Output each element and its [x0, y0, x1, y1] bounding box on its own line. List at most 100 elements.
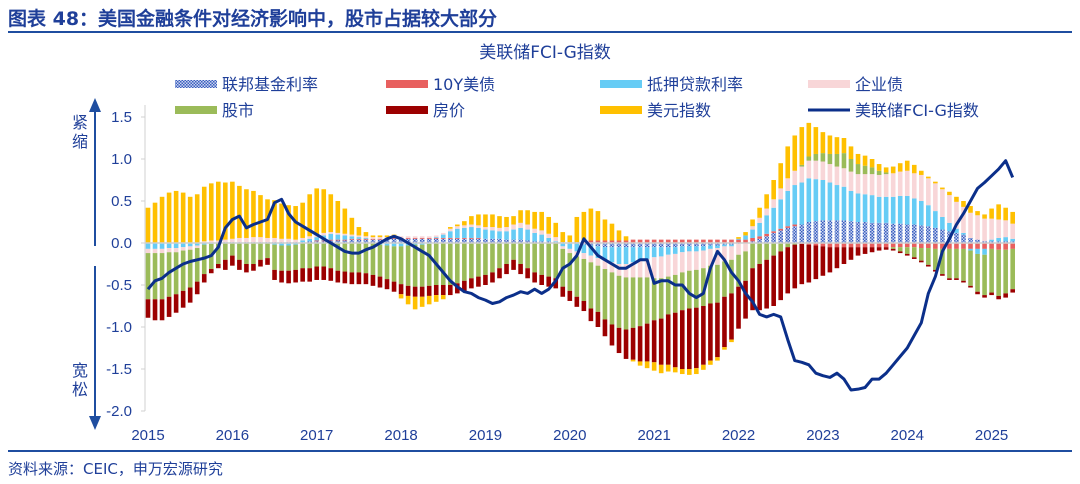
bar-usd: [904, 160, 910, 171]
bar-corp: [194, 245, 200, 249]
bar-mort: [447, 231, 453, 238]
bar-corp: [321, 232, 327, 236]
bar-usd: [152, 202, 158, 243]
bar-y10: [623, 240, 629, 243]
bar-fed: [398, 238, 404, 243]
bar-y10: [869, 243, 875, 248]
bar-stock: [504, 243, 509, 264]
bar-usd: [876, 164, 882, 171]
bar-corp: [679, 252, 685, 273]
chart-figure-title: 图表 48：美国金融条件对经济影响中，股市占据较大部分: [8, 8, 498, 30]
bar-stock: [623, 277, 629, 330]
bar-corp: [855, 174, 861, 194]
bar-mort: [490, 230, 495, 239]
bar-house: [904, 253, 910, 256]
bar-stock: [637, 277, 643, 327]
bar-fed: [595, 243, 601, 247]
bar-corp: [750, 226, 755, 230]
bar-mort: [750, 229, 755, 238]
bar-house: [201, 274, 207, 283]
bar-fed: [370, 239, 376, 243]
bar-corp: [251, 237, 256, 243]
bar-stock: [785, 243, 791, 248]
bar-usd: [813, 127, 819, 154]
bar-usd: [286, 205, 291, 239]
bar-corp: [862, 174, 868, 195]
bar-house: [244, 264, 249, 273]
legend-label: 股市: [222, 101, 254, 120]
bar-usd: [412, 296, 418, 310]
bar-usd: [553, 222, 559, 238]
bar-house: [855, 247, 861, 256]
bar-corp: [201, 241, 207, 243]
bar-mort: [862, 194, 868, 222]
bar-mort: [476, 227, 481, 238]
bar-house: [342, 271, 348, 284]
bar-usd: [897, 163, 903, 172]
bar-mort: [806, 178, 812, 222]
bar-stock: [722, 261, 727, 297]
bar-usd: [321, 189, 327, 233]
bar-corp: [926, 178, 931, 206]
bar-stock: [876, 170, 882, 175]
bar-corp: [293, 239, 298, 243]
bar-y10: [834, 243, 840, 248]
bar-usd: [258, 195, 263, 238]
bar-house: [757, 264, 762, 311]
bar-stock: [511, 243, 516, 260]
bar-corp: [827, 164, 833, 183]
bar-usd: [194, 194, 200, 243]
bar-house: [145, 299, 151, 318]
bar-corp: [419, 236, 425, 238]
legend-label: 抵押贷款利率: [647, 75, 743, 94]
bar-y10: [883, 243, 889, 248]
bar-corp: [272, 237, 277, 243]
legend-label: 10Y美债: [433, 75, 495, 94]
bar-stock: [539, 243, 544, 275]
bar-house: [792, 244, 798, 289]
bar-fed: [708, 243, 713, 246]
bar-usd: [511, 216, 516, 225]
bar-mort: [602, 247, 608, 261]
x-tick-label: 2016: [216, 427, 249, 444]
bar-y10: [820, 243, 826, 247]
bar-house: [658, 318, 664, 365]
bar-house: [876, 247, 882, 251]
bar-mort: [1003, 237, 1008, 242]
bar-stock: [321, 243, 327, 267]
bar-usd: [687, 369, 692, 375]
x-axis-ticks: 2015 2016 2017 2018 2019 2020 2021 2022 2023 2024…: [131, 427, 1008, 444]
bar-house: [897, 251, 903, 254]
bar-usd: [447, 227, 453, 229]
bar-fed: [356, 239, 362, 243]
legend-swatch: [175, 106, 217, 114]
bar-fed: [630, 243, 636, 248]
bar-mort: [1010, 238, 1015, 242]
bar-usd: [237, 185, 242, 238]
legend-swatch: [386, 80, 428, 88]
x-tick-label: 2020: [553, 427, 586, 444]
bar-usd: [862, 155, 868, 166]
bar-stock: [279, 245, 284, 271]
bar-y10: [792, 224, 798, 227]
bar-house: [265, 258, 270, 265]
bar-fed: [961, 234, 966, 243]
bar-y10: [764, 233, 769, 237]
bar-mort: [827, 182, 833, 221]
bar-stock: [384, 245, 390, 280]
bar-fed: [799, 224, 805, 243]
bar-corp: [258, 237, 263, 243]
bar-fed: [342, 240, 348, 243]
bar-corp: [722, 246, 727, 262]
bar-corp: [996, 219, 1001, 238]
bar-mort: [173, 243, 179, 249]
bar-usd: [208, 183, 214, 241]
bar-mort: [201, 243, 207, 245]
bar-fed: [455, 238, 460, 243]
bar-mort: [433, 237, 439, 238]
bar-stock: [581, 258, 587, 301]
y-tick-label: -2.0: [106, 403, 132, 420]
bar-fed: [644, 243, 650, 248]
bar-house: [180, 290, 186, 308]
